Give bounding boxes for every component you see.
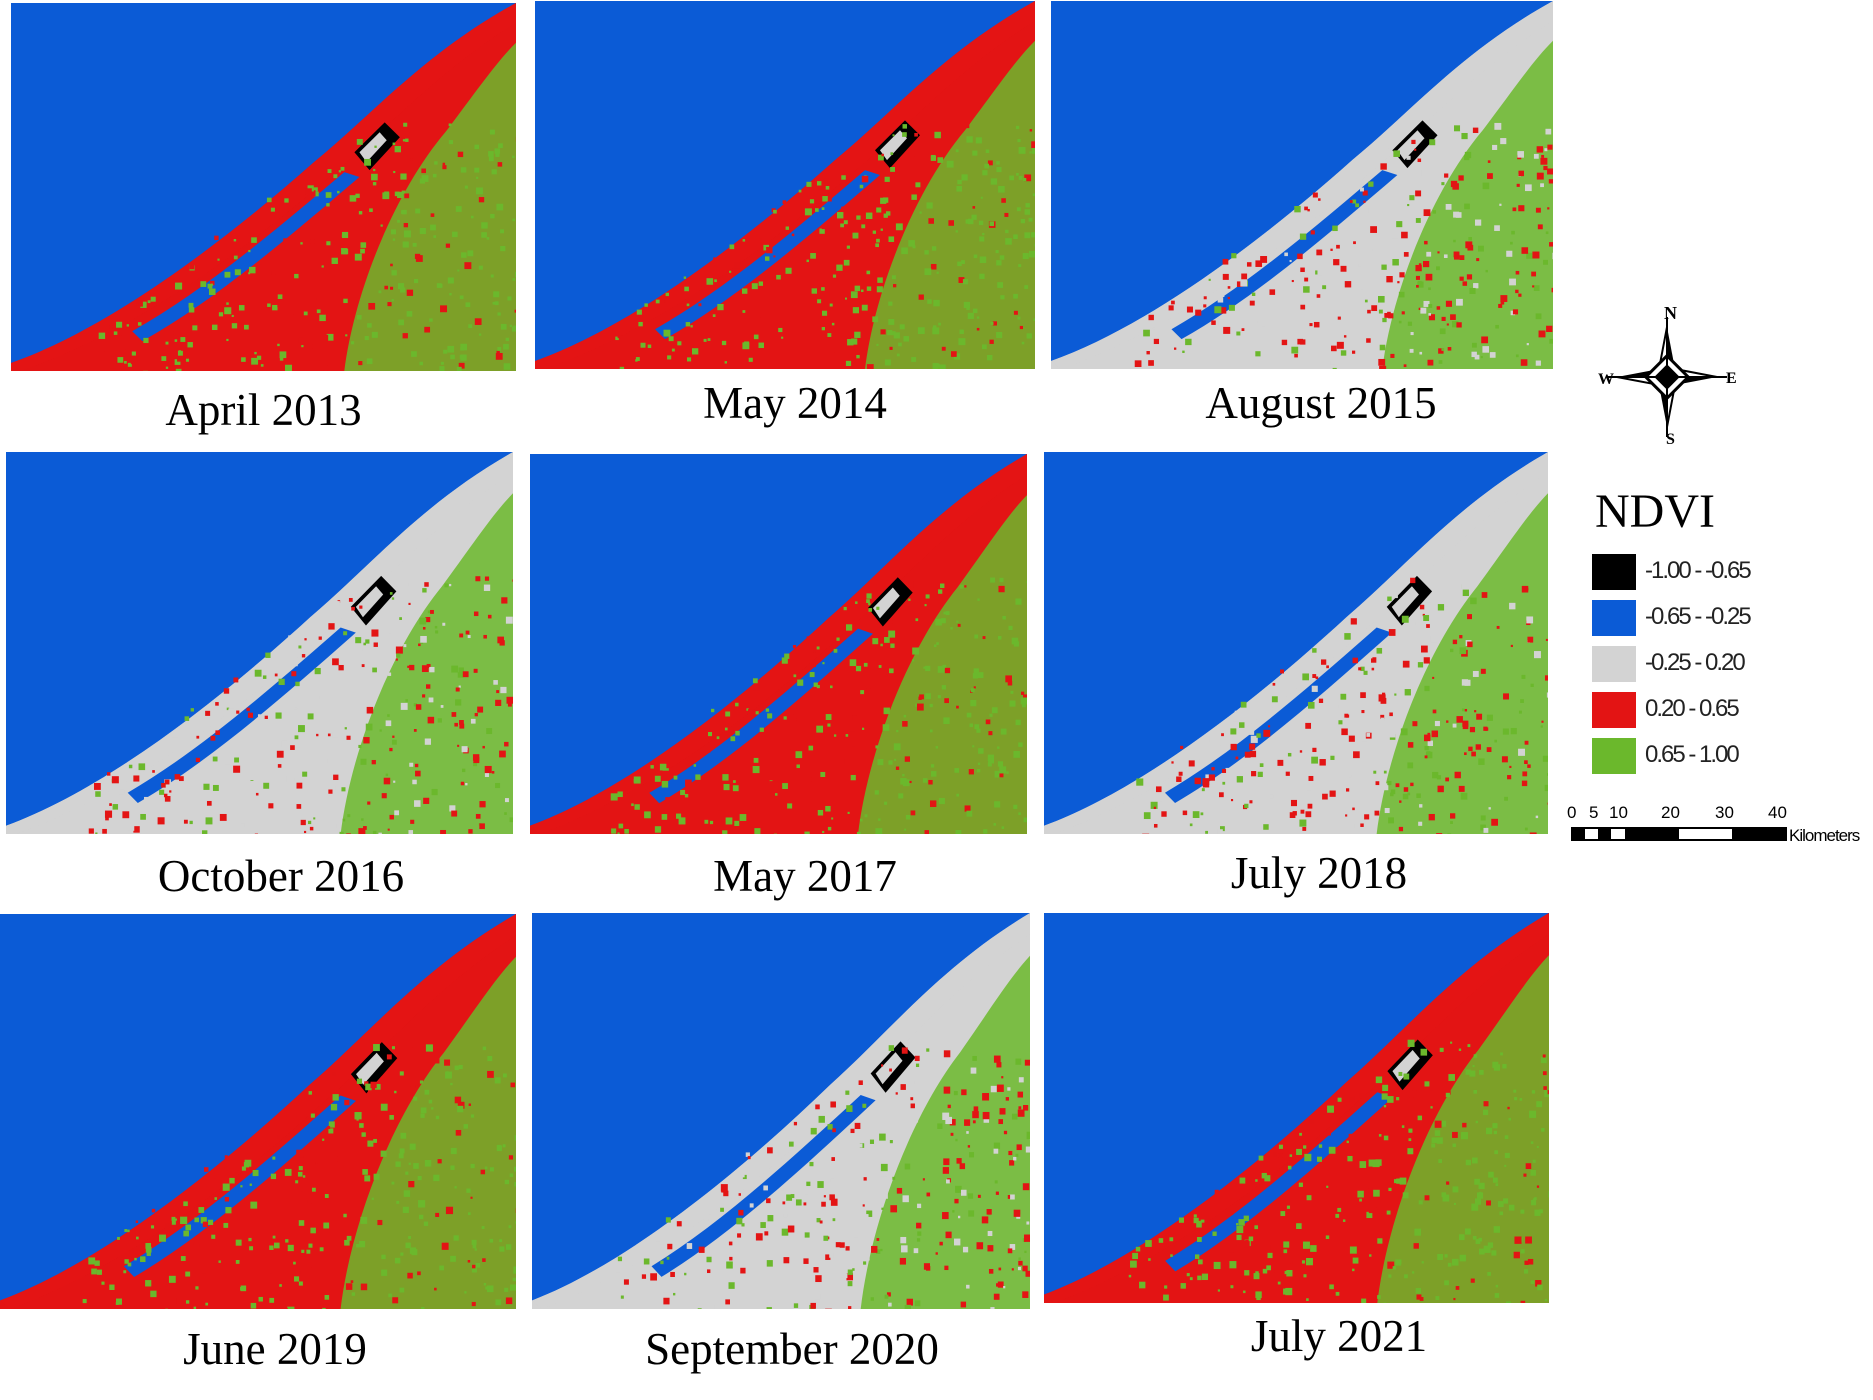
compass-w: W [1598, 371, 1614, 388]
map-caption: August 2015 [1205, 378, 1437, 428]
map-caption: July 2018 [1230, 848, 1408, 898]
ndvi-map [535, 1, 1035, 369]
ndvi-map [0, 914, 516, 1309]
scale-tick-10: 10 [1609, 803, 1628, 822]
ndvi-map [11, 3, 516, 371]
map-caption: September 2020 [645, 1324, 939, 1374]
legend-label: -0.65 - -0.25 [1645, 603, 1752, 630]
map-caption: April 2013 [165, 385, 362, 435]
legend-label: 0.20 - 0.65 [1645, 695, 1740, 722]
map-caption: October 2016 [157, 851, 405, 901]
legend-label: 0.65 - 1.00 [1645, 741, 1740, 768]
compass-s: S [1666, 431, 1675, 445]
north-arrow-compass-icon: N S E W [1596, 303, 1738, 448]
map-caption: June 2019 [183, 1324, 367, 1374]
legend-swatch [1592, 554, 1636, 590]
scale-unit: Kilometers [1789, 826, 1860, 845]
ndvi-map [532, 913, 1030, 1309]
legend-swatch [1592, 646, 1636, 682]
legend-label: -0.25 - 0.20 [1645, 649, 1746, 676]
map-caption: May 2014 [703, 378, 887, 428]
legend-swatch [1592, 692, 1636, 728]
ndvi-map [1044, 452, 1548, 834]
scale-tick-40: 40 [1768, 803, 1787, 822]
scale-tick-30: 30 [1715, 803, 1734, 822]
scale-bar: 0 5 10 20 30 40 Kilometers [1565, 798, 1865, 858]
legend-title: NDVI [1595, 485, 1715, 538]
scale-tick-0: 0 [1567, 803, 1576, 822]
legend-label: -1.00 - -0.65 [1645, 557, 1752, 584]
map-caption: July 2021 [1250, 1311, 1428, 1361]
ndvi-map [6, 452, 513, 834]
legend-swatch [1592, 738, 1636, 774]
compass-n: N [1664, 305, 1677, 323]
ndvi-map [1051, 1, 1553, 369]
map-caption: May 2017 [713, 851, 897, 901]
ndvi-map [530, 454, 1027, 834]
scale-tick-5: 5 [1589, 803, 1598, 822]
ndvi-map [1044, 913, 1549, 1303]
scale-tick-20: 20 [1661, 803, 1680, 822]
compass-e: E [1726, 370, 1737, 387]
legend-swatch [1592, 600, 1636, 636]
